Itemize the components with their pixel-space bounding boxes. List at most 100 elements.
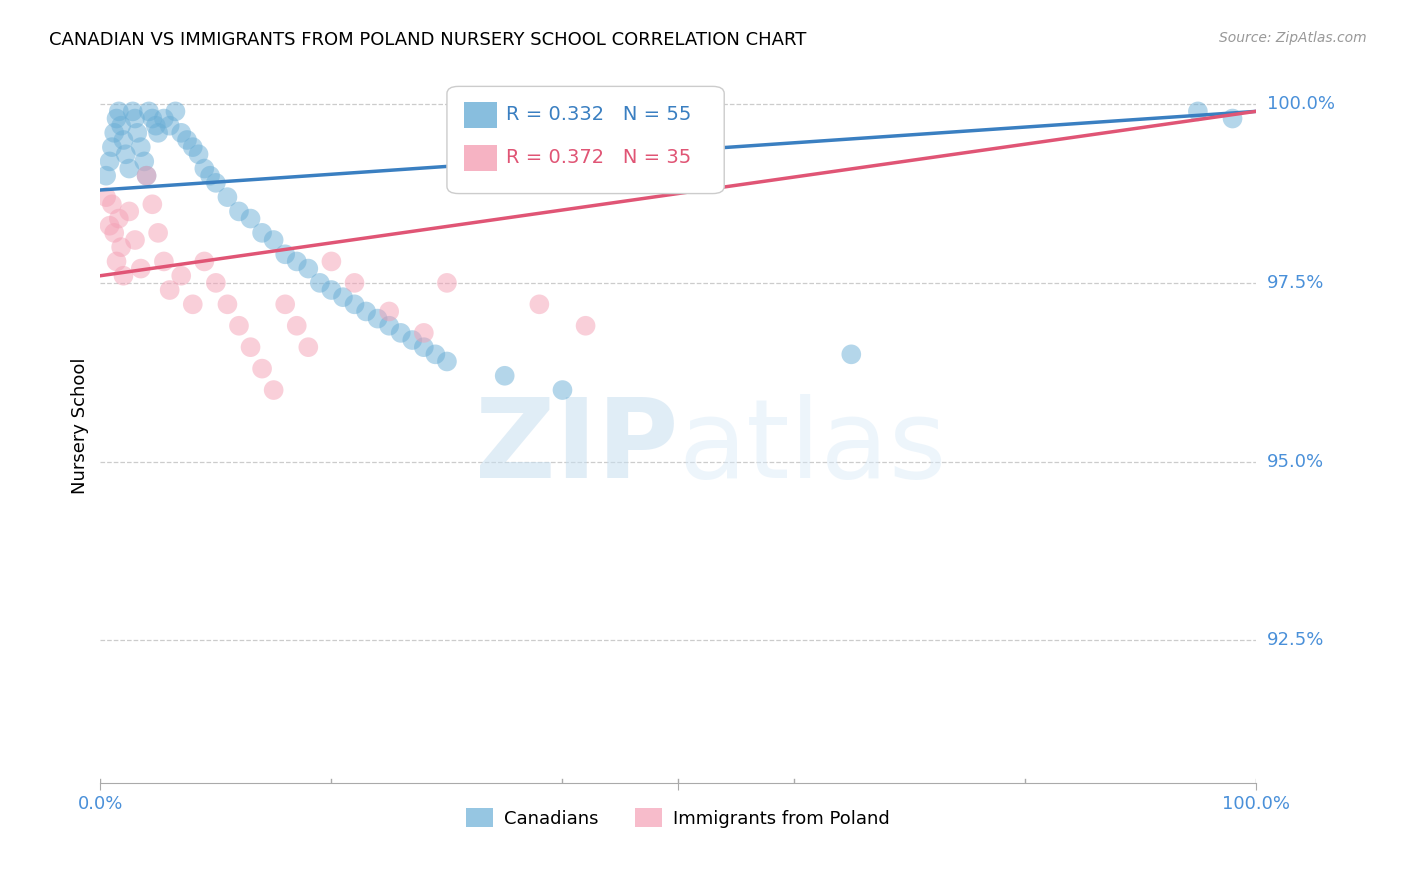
Point [159,119,181,133]
Point [1222,112,1244,126]
Point [263,233,285,247]
Point [205,276,228,290]
Text: 92.5%: 92.5% [1267,632,1324,649]
Point [321,283,343,297]
Point [436,276,458,290]
Text: CANADIAN VS IMMIGRANTS FROM POLAND NURSERY SCHOOL CORRELATION CHART: CANADIAN VS IMMIGRANTS FROM POLAND NURSE… [49,31,807,49]
Point [153,254,176,268]
Point [170,126,193,140]
Point [103,126,125,140]
Point [354,304,377,318]
Point [285,318,308,333]
Point [412,340,434,354]
Point [129,261,152,276]
Point [343,297,366,311]
Text: Source: ZipAtlas.com: Source: ZipAtlas.com [1219,31,1367,45]
Point [129,140,152,154]
Point [170,268,193,283]
Point [108,104,131,119]
Point [108,211,131,226]
Point [110,240,132,254]
Point [274,297,297,311]
Point [105,112,128,126]
Point [138,104,160,119]
Point [343,276,366,290]
Point [389,326,412,340]
Text: 100.0%: 100.0% [1267,95,1334,113]
Point [839,347,862,361]
Point [146,226,169,240]
Point [198,169,221,183]
FancyBboxPatch shape [464,145,496,170]
Point [94,190,117,204]
Point [308,276,330,290]
Point [181,297,204,311]
Point [239,211,262,226]
Point [127,126,149,140]
Point [378,304,401,318]
Point [176,133,198,147]
Point [412,326,434,340]
Point [297,340,319,354]
Point [153,112,176,126]
Point [98,219,121,233]
Point [494,368,516,383]
Point [118,204,141,219]
Point [94,169,117,183]
Point [321,254,343,268]
Point [239,340,262,354]
Point [101,140,124,154]
Point [274,247,297,261]
Point [141,197,163,211]
Point [205,176,228,190]
Point [529,297,551,311]
Point [112,268,135,283]
Text: R = 0.372   N = 35: R = 0.372 N = 35 [506,148,692,168]
Point [263,383,285,397]
Point [425,347,447,361]
Point [165,104,187,119]
Point [98,154,121,169]
Text: 95.0%: 95.0% [1267,452,1324,470]
Point [551,383,574,397]
Point [145,119,167,133]
Text: R = 0.332   N = 55: R = 0.332 N = 55 [506,105,692,125]
Point [436,354,458,368]
Text: 97.5%: 97.5% [1267,274,1324,292]
Point [146,126,169,140]
FancyBboxPatch shape [447,87,724,194]
Point [121,104,143,119]
Point [228,204,250,219]
Point [217,297,239,311]
Point [378,318,401,333]
Point [228,318,250,333]
Point [124,233,146,247]
Text: ZIP: ZIP [475,393,678,500]
Point [217,190,239,204]
Point [105,254,128,268]
Point [401,333,423,347]
Point [367,311,389,326]
Point [250,226,273,240]
Point [135,169,157,183]
Point [101,197,124,211]
FancyBboxPatch shape [464,102,496,128]
Point [193,254,215,268]
Point [118,161,141,176]
Point [135,169,157,183]
Point [187,147,209,161]
Point [110,119,132,133]
Y-axis label: Nursery School: Nursery School [72,358,89,494]
Point [141,112,163,126]
Point [159,283,181,297]
Point [181,140,204,154]
Point [574,318,596,333]
Point [332,290,354,304]
Point [285,254,308,268]
Point [114,147,136,161]
Point [103,226,125,240]
Point [250,361,273,376]
Point [134,154,156,169]
Point [297,261,319,276]
Legend: Canadians, Immigrants from Poland: Canadians, Immigrants from Poland [460,801,897,835]
